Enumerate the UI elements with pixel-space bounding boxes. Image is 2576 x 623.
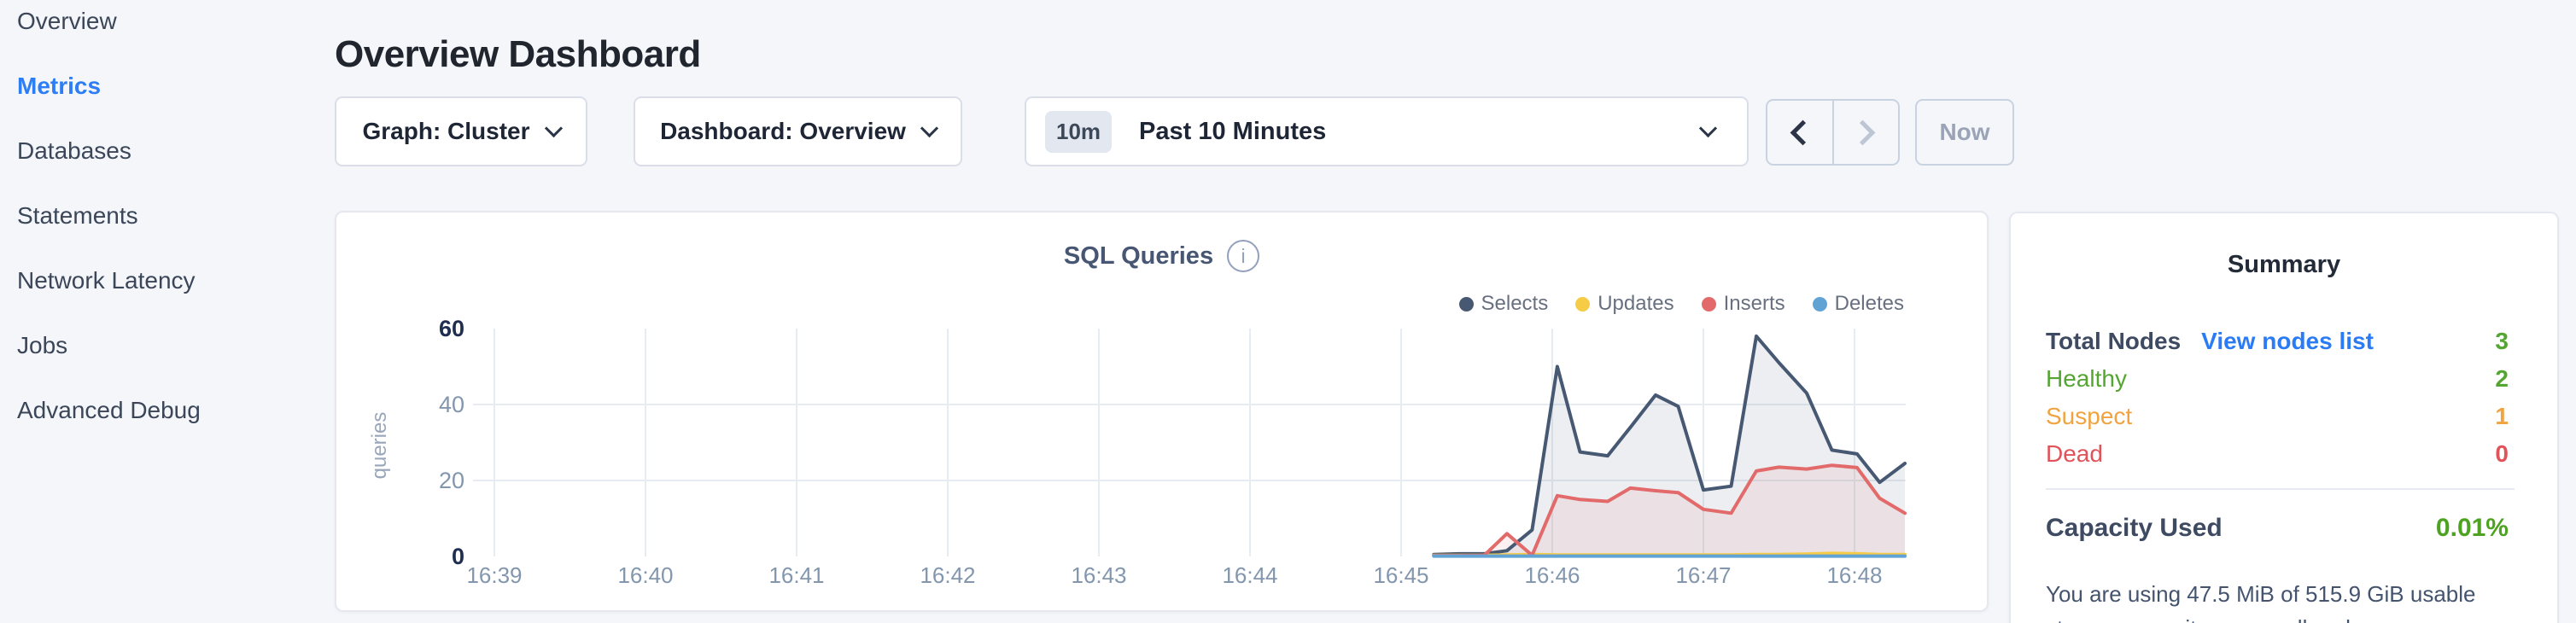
legend-item-deletes[interactable]: Deletes [1812, 292, 1904, 316]
sidebar-item-metrics[interactable]: Metrics [17, 73, 102, 99]
series-line-selects [1432, 334, 1907, 556]
page-title: Overview Dashboard [335, 33, 701, 76]
legend-dot-icon [1575, 296, 1591, 312]
x-axis-tick-label: 16:42 [920, 562, 975, 588]
node-status-label: Healthy [2046, 365, 2127, 392]
summary-card: Summary Total Nodes View nodes list 3 Healt… [2009, 212, 2559, 623]
time-step-back-button[interactable] [1767, 101, 1834, 164]
node-status-value: 3 [2495, 328, 2509, 354]
sidebar-item-overview[interactable]: Overview [17, 8, 117, 34]
x-axis-tick-label: 16:45 [1373, 562, 1428, 588]
legend-item-updates[interactable]: Updates [1575, 292, 1674, 316]
legend-label: Deletes [1834, 292, 1904, 315]
x-axis-tick-label: 16:48 [1826, 562, 1882, 588]
node-status-row-dead: Dead 0 [2046, 435, 2509, 473]
chevron-down-icon [1698, 119, 1718, 137]
sidebar-item-jobs[interactable]: Jobs [17, 332, 68, 358]
sidebar-item-advanced-debug[interactable]: Advanced Debug [17, 397, 201, 423]
chevron-left-icon [1790, 119, 1816, 145]
x-axis-tick-label: 16:46 [1524, 562, 1580, 588]
view-nodes-list-link[interactable]: View nodes list [2201, 328, 2374, 354]
sidebar-nav: Overview Metrics Databases Statements Networ… [17, 9, 299, 423]
legend-dot-icon [1812, 296, 1827, 312]
series-area-selects [1434, 335, 1905, 556]
x-axis-tick-label: 16:39 [466, 562, 522, 588]
sql-queries-chart-plot[interactable]: 16:39 16:40 16:41 16:42 16:43 16:44 16:45 16:46… [336, 213, 1987, 610]
chart-legend: Selects Updates Inserts Deletes [1458, 292, 1904, 316]
info-icon[interactable]: i [1227, 240, 1260, 272]
graph-scope-dropdown[interactable]: Graph: Cluster [335, 96, 587, 166]
x-axis-tick-label: 16:44 [1222, 562, 1277, 588]
capacity-used-label: Capacity Used [2046, 514, 2223, 542]
legend-label: Updates [1598, 292, 1674, 315]
x-axis-tick-label: 16:47 [1675, 562, 1731, 588]
legend-label: Inserts [1723, 292, 1785, 315]
now-button[interactable]: Now [1915, 99, 2014, 166]
node-status-value: 1 [2495, 403, 2509, 429]
chevron-right-icon [1849, 119, 1876, 145]
capacity-used-row: Capacity Used 0.01% [2046, 514, 2509, 543]
node-status-row-total-nodes: Total Nodes View nodes list 3 [2046, 323, 2509, 360]
chart-title: SQL Queries [1063, 242, 1214, 270]
graph-scope-dropdown-label: Graph: Cluster [362, 118, 530, 144]
series-line-inserts [1432, 463, 1907, 558]
dashboard-dropdown[interactable]: Dashboard: Overview [634, 96, 962, 166]
legend-item-selects[interactable]: Selects [1458, 292, 1549, 316]
sql-queries-chart-card: SQL Queries i Selects Updates Inserts Delet… [335, 211, 1989, 612]
y-axis-tick-label: 0 [452, 544, 464, 569]
time-range-dropdown[interactable]: 10m Past 10 Minutes [1025, 96, 1749, 166]
capacity-description: You are using 47.5 MiB of 515.9 GiB usab… [2046, 581, 2476, 623]
node-status-label: Suspect [2046, 403, 2133, 429]
legend-dot-icon [1458, 296, 1474, 312]
series-area-inserts [1434, 465, 1905, 556]
chevron-down-icon [544, 119, 563, 137]
chart-title-row: SQL Queries i [336, 240, 1987, 272]
time-step-button-group [1766, 99, 1900, 166]
y-axis-tick-label: 60 [439, 316, 464, 341]
y-axis-tick-label: 20 [439, 468, 464, 493]
chevron-down-icon [920, 119, 939, 137]
time-range-label: Past 10 Minutes [1139, 117, 1327, 145]
summary-divider [2046, 488, 2515, 490]
node-status-rows: Total Nodes View nodes list 3 Healthy 2 Suspe… [2046, 323, 2509, 473]
legend-label: Selects [1481, 292, 1549, 315]
sidebar-item-databases[interactable]: Databases [17, 137, 131, 164]
legend-item-inserts[interactable]: Inserts [1701, 292, 1785, 316]
y-axis-title: queries [368, 412, 391, 480]
y-axis-tick-label: 40 [439, 392, 464, 417]
x-axis-tick-label: 16:41 [768, 562, 824, 588]
node-status-label: Dead [2046, 440, 2103, 467]
x-axis-tick-label: 16:43 [1071, 562, 1126, 588]
node-status-value: 2 [2495, 365, 2509, 392]
node-status-value: 0 [2495, 440, 2509, 467]
dashboard-dropdown-label: Dashboard: Overview [660, 118, 906, 144]
node-status-row-suspect: Suspect 1 [2046, 398, 2509, 435]
legend-dot-icon [1701, 296, 1716, 312]
x-axis-tick-label: 16:40 [617, 562, 673, 588]
time-step-forward-button[interactable] [1834, 101, 1899, 164]
node-status-label: Total Nodes [2046, 328, 2182, 354]
summary-title: Summary [2227, 251, 2341, 278]
time-range-badge: 10m [1045, 110, 1113, 153]
sidebar-item-statements[interactable]: Statements [17, 202, 138, 229]
node-status-row-healthy: Healthy 2 [2046, 360, 2509, 398]
sidebar-item-network-latency[interactable]: Network Latency [17, 267, 196, 294]
capacity-used-value: 0.01% [2435, 514, 2509, 542]
